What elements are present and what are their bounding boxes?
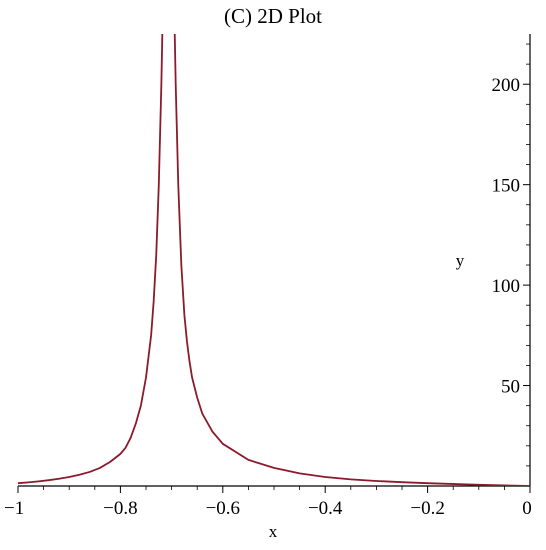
x-axis-label: x: [269, 522, 278, 541]
axes: [18, 34, 531, 487]
x-tick-label: −1: [4, 498, 24, 519]
y-tick-label: 50: [501, 377, 520, 398]
x-tick-label: −0.2: [410, 498, 444, 519]
x-tick-label: −0.6: [206, 498, 240, 519]
x-tick-label: −0.4: [308, 498, 343, 519]
series-line: [173, 34, 530, 486]
ticks: −1 −0.8 −0.6 −0.4 −0.2 0 50 100 150 200: [4, 43, 532, 519]
series-line: [18, 34, 164, 485]
y-tick-label: 200: [492, 75, 521, 96]
chart-title: (C) 2D Plot: [224, 4, 322, 28]
y-tick-label: 100: [492, 276, 521, 297]
y-tick-label: 150: [492, 176, 521, 197]
y-axis-label: y: [456, 251, 465, 270]
curves: [18, 34, 530, 486]
x-tick-label: 0: [522, 498, 532, 519]
x-tick-label: −0.8: [103, 498, 137, 519]
